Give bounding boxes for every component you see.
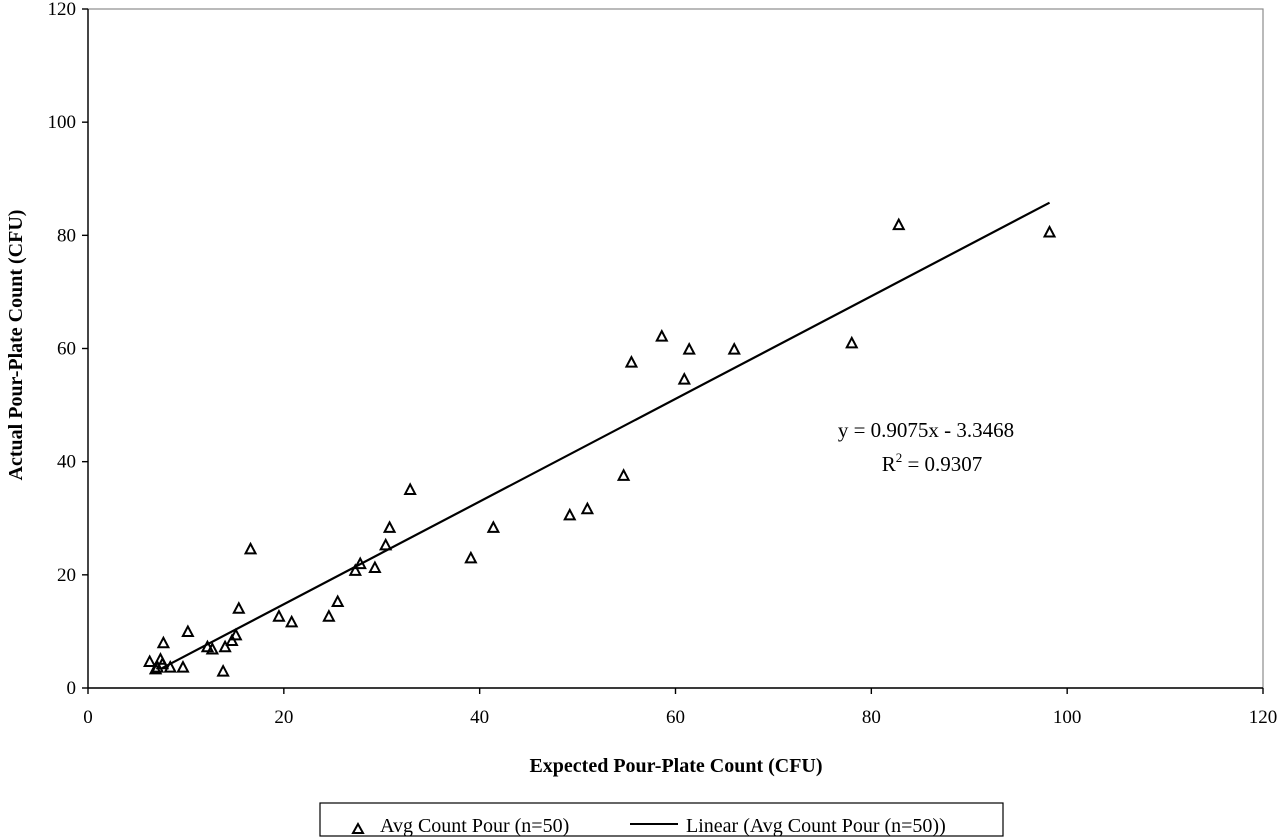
data-point-triangle [624,354,639,368]
legend-box [319,802,1004,837]
data-point-triangle [563,507,577,521]
legend-triangle-marker-icon [351,821,365,834]
data-point-triangle [682,341,696,355]
data-point-triangle [229,627,243,641]
data-point-triangle [580,501,595,515]
data-point-triangle [150,659,165,673]
x-tick-label: 100 [1053,707,1082,728]
x-axis-title: Expected Pour-Plate Count (CFU) [529,755,822,777]
data-point-triangle [845,335,859,349]
r-squared-value: = 0.9307 [902,452,982,476]
data-point-triangle [181,624,195,637]
data-point-triangle [216,663,230,677]
x-tick-label: 40 [470,707,489,728]
data-point-triangle [331,594,345,607]
data-point-triangle [232,601,246,614]
trendline-layer [161,201,1051,669]
data-point-triangle [1042,224,1057,238]
data-point-triangle [464,550,478,564]
y-axis-title: Actual Pour-Plate Count (CFU) [5,210,27,481]
data-point-triangle [322,609,336,622]
axes: 0 20 40 60 80 100 120 0 20 40 60 80 100 120 [48,0,1278,728]
data-point-triangle [892,217,906,231]
data-point-triangle [243,541,258,555]
data-points [143,217,1057,677]
r-squared-label: R2 = 0.9307 [882,450,983,476]
data-point-triangle [368,560,382,574]
data-point-triangle [155,656,170,670]
data-point-triangle [143,654,157,667]
data-point-triangle [382,520,397,533]
legend-label-linear: Linear (Avg Count Pour (n=50)) [686,815,946,837]
x-tick-label: 20 [274,707,293,728]
legend: Avg Count Pour (n=50) Linear (Avg Count … [319,802,1004,837]
data-point-triangle [486,520,501,533]
y-tick-label: 80 [57,225,76,246]
trendline [161,201,1051,669]
data-point-triangle [353,556,367,570]
data-point-triangle [285,614,299,628]
y-tick-label: 20 [57,565,76,586]
x-tick-label: 0 [83,707,93,728]
y-tick-label: 60 [57,339,76,360]
x-tick-label: 120 [1249,707,1278,728]
y-tick-label: 0 [67,678,77,699]
data-point-triangle [205,641,220,655]
r-squared-prefix: R [882,452,896,476]
trendline-equation: y = 0.9075x - 3.3468 [838,418,1014,442]
data-point-triangle [348,563,362,576]
data-point-triangle [616,468,631,481]
y-tick-label: 120 [48,0,77,20]
data-point-triangle [156,635,171,649]
r-squared-superscript: 2 [896,450,903,465]
data-point-triangle [677,371,691,385]
y-tick-label: 100 [48,112,77,133]
data-point-triangle [727,341,741,355]
data-point-triangle [379,537,393,551]
data-point-triangle [655,328,669,342]
data-point-triangle [272,609,286,622]
x-tick-label: 80 [862,707,881,728]
y-tick-label: 40 [57,452,76,473]
data-point-triangle [218,639,232,653]
data-point-triangle [403,482,417,495]
data-point-triangle [163,659,177,673]
data-point-triangle [176,659,190,673]
legend-label-avg-count: Avg Count Pour (n=50) [380,815,569,837]
x-tick-label: 60 [666,707,685,728]
